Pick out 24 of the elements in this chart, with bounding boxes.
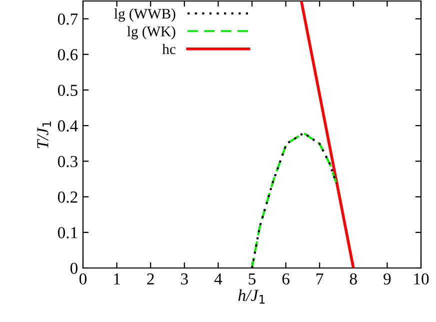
x-tick-label: 2	[147, 273, 154, 284]
x-tick-label: 5	[248, 274, 256, 285]
legend-label: hc	[162, 44, 176, 54]
legend-label: lg (WK)	[127, 26, 176, 40]
x-tick-label: 0	[79, 273, 87, 285]
x-tick-label: 4	[214, 273, 222, 284]
x-tick-label: 8	[350, 273, 357, 285]
x-axis-title: h/J$_{1}$	[238, 289, 265, 304]
x-tick-label: 3	[181, 273, 188, 285]
x-tick-label: 1	[114, 273, 120, 284]
x-tick-label: 7	[316, 274, 324, 284]
y-tick-label: 0.2	[58, 192, 78, 203]
y-tick-label: 0.5	[58, 84, 78, 96]
y-tick-label: 0.6	[58, 49, 78, 60]
y-axis-title: T/J$_{1}$	[37, 121, 51, 148]
y-tick-label: 0	[70, 262, 78, 274]
legend-label: lg (WWB)	[114, 8, 176, 22]
x-tick-label: 10	[414, 273, 429, 285]
y-tick-label: 0.4	[58, 120, 78, 132]
y-tick-label: 0.1	[58, 227, 78, 238]
x-tick-label: 6	[282, 273, 290, 285]
x-tick-label: 9	[384, 273, 391, 285]
y-tick-label: 0.7	[58, 14, 78, 25]
y-tick-label: 0.3	[58, 156, 78, 168]
